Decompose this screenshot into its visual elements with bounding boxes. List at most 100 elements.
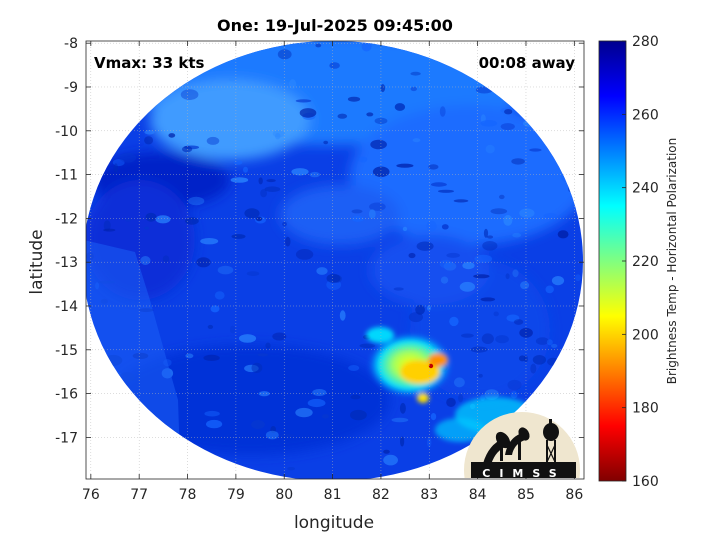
cloud-cell (206, 419, 223, 429)
cloud-cell (266, 179, 276, 183)
min-temperature-point (428, 363, 434, 369)
cloud-cell (543, 213, 558, 219)
cloud-cell (126, 81, 137, 92)
cloud-cell (410, 71, 421, 76)
x-tick-label: 79 (227, 487, 245, 503)
cloud-cell (155, 215, 171, 224)
cloud-cell (430, 182, 447, 187)
cloud-cell (265, 342, 271, 349)
cloud-cell (348, 365, 360, 371)
y-axis: -8 -9 -10 -11 -12 -13 -14 -15 -16 -17 (55, 36, 584, 446)
cloud-cell (515, 89, 525, 101)
cloud-cell (415, 304, 425, 315)
cloud-cell (214, 291, 225, 300)
cloud-cell (473, 274, 490, 279)
cloud-cell (277, 49, 292, 60)
cloud-cell (402, 226, 408, 232)
cloud-cell (546, 339, 553, 346)
cloud-cell (557, 230, 569, 239)
colorbar-gradient (598, 40, 627, 482)
cloud-cell (554, 74, 561, 78)
y-tick-label: -11 (55, 168, 78, 184)
cloud-cell (144, 136, 154, 145)
cloud-cell (458, 393, 464, 403)
x-tick-label: 81 (324, 487, 342, 503)
cloud-cell (103, 220, 111, 231)
cloud-cell (572, 74, 582, 81)
cloud-cell (246, 271, 260, 276)
cloud-cell (503, 215, 513, 226)
cloud-cell (551, 343, 558, 348)
cloud-cell (272, 332, 287, 341)
cloud-cell (291, 168, 309, 176)
convective-feature (366, 327, 535, 442)
cloud-cell (156, 431, 166, 439)
y-tick-label: -10 (55, 124, 78, 140)
cloud-cell (545, 403, 562, 415)
cloud-cell (265, 430, 279, 440)
cloud-cell (210, 305, 220, 313)
cloud-cell (169, 74, 178, 83)
cloud-cell (504, 109, 513, 115)
cloud-cell (416, 241, 434, 251)
colorbar-label: Brightness Temp - Horizontal Polarizatio… (665, 138, 679, 385)
cloud-cell (347, 96, 361, 102)
cloud-cell (295, 249, 314, 260)
cloud-cell (279, 434, 295, 437)
cloud-cell (151, 93, 162, 98)
x-tick-label: 85 (517, 487, 535, 503)
cloud-cell (233, 160, 243, 165)
y-tick-label: -9 (64, 80, 78, 96)
cloud-cell (462, 262, 475, 270)
cloud-cell (486, 235, 494, 239)
cloud-cell (480, 120, 498, 127)
cloud-cell (575, 274, 581, 282)
cloud-cell (568, 185, 575, 193)
cloud-cell (359, 343, 376, 349)
cloud-cell (410, 86, 417, 92)
plot-title: One: 19-Jul-2025 09:45:00 (217, 16, 453, 35)
colorbar: 160 180 200 220 240 260 280 Brightness Temp - … (598, 34, 679, 490)
cloud-cell (307, 398, 326, 408)
cloud-cell (368, 209, 376, 219)
cloud-cell (140, 256, 151, 265)
x-tick-label: 80 (275, 487, 293, 503)
cloud-cell (478, 373, 483, 378)
y-tick-label: -16 (55, 387, 78, 403)
cloud-cell (92, 150, 98, 154)
cloud-cell (287, 467, 295, 471)
cloud-cell (144, 130, 155, 135)
cloud-cell (351, 215, 364, 222)
cloud-cell (282, 221, 287, 227)
colorbar-tick-label: 180 (632, 401, 659, 417)
cloud-cell (230, 325, 236, 334)
cloud-cell (511, 158, 525, 165)
colorbar-tick-label: 260 (632, 107, 659, 123)
cloud-cell (374, 117, 388, 125)
cloud-cell (490, 208, 508, 215)
cloud-cell (230, 177, 249, 183)
y-axis-label: latitude (27, 229, 47, 294)
cloud-cell (394, 103, 406, 111)
cloud-cell (351, 209, 363, 214)
cloud-cell (272, 130, 285, 138)
cloud-cell (500, 123, 515, 131)
cloud-cell (185, 217, 199, 225)
x-tick-label: 83 (420, 487, 438, 503)
cloud-cell (529, 148, 542, 152)
cloud-cell (574, 58, 581, 64)
cloud-cell (505, 273, 510, 280)
x-tick-label: 76 (82, 487, 100, 503)
cloud-cell (188, 196, 205, 206)
cloud-cell (369, 202, 386, 211)
cloud-cell (454, 377, 465, 388)
cloud-cell (243, 166, 248, 173)
cloud-cell (217, 265, 234, 275)
cloud-cell (125, 87, 140, 96)
cloud-cell (116, 402, 130, 411)
cloud-cell (453, 199, 469, 203)
cloud-cell (103, 228, 116, 232)
cloud-cell (408, 252, 416, 259)
cloud-cell (315, 43, 322, 48)
cloud-cell (412, 138, 421, 143)
